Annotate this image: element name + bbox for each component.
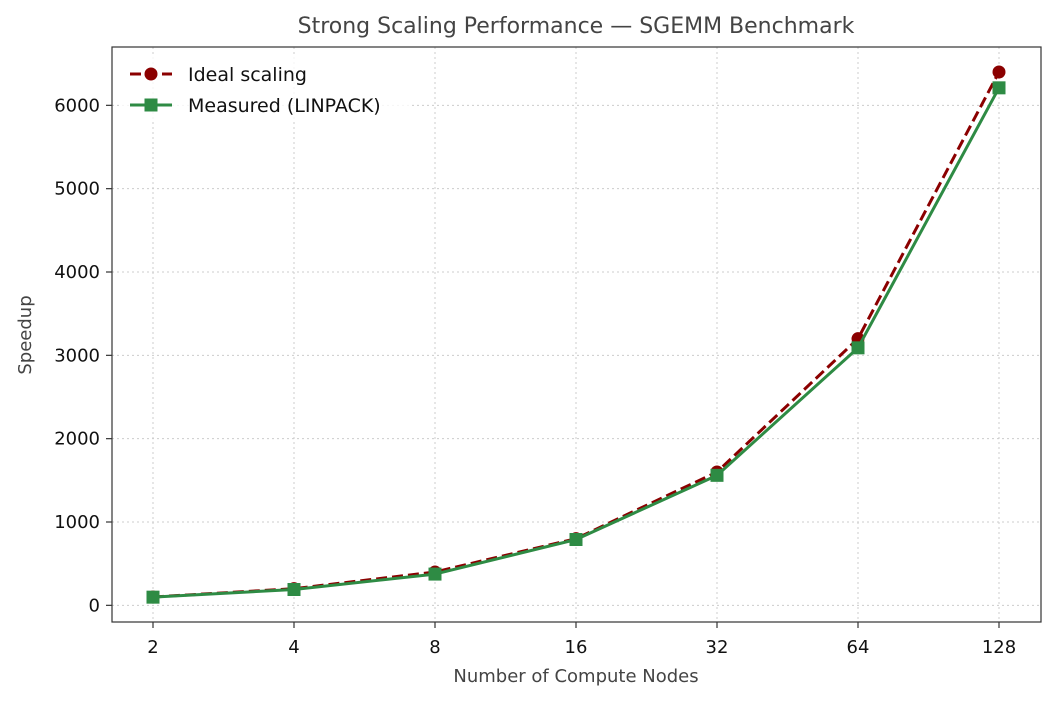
x-tick-label: 64 xyxy=(847,637,870,658)
grid-layer xyxy=(112,47,1041,622)
x-tick-label: 8 xyxy=(429,637,440,658)
x-tick-label: 32 xyxy=(706,637,729,658)
legend-entry: Measured (LINPACK) xyxy=(130,95,381,117)
ticks-layer: 2 4 8 16 32 64 128 0 1000 2000 3000 4000 5000 6000 xyxy=(54,95,1016,658)
y-axis-label: Speedup xyxy=(15,295,36,374)
legend-marker xyxy=(144,67,158,81)
y-tick-label: 3000 xyxy=(54,345,100,366)
series-layer xyxy=(146,65,1006,604)
legend-label: Ideal scaling xyxy=(188,64,307,86)
legend: Ideal scaling Measured (LINPACK) xyxy=(120,56,410,122)
y-tick-label: 4000 xyxy=(54,262,100,283)
data-point-marker xyxy=(287,583,301,596)
y-tick-label: 0 xyxy=(89,595,100,616)
y-tick-label: 5000 xyxy=(54,179,100,200)
legend-entry: Ideal scaling xyxy=(130,64,307,86)
x-tick-label: 128 xyxy=(982,637,1016,658)
data-point-marker xyxy=(146,590,160,604)
series-measured xyxy=(146,81,1006,604)
x-tick-label: 2 xyxy=(147,637,158,658)
data-point-marker xyxy=(710,468,724,482)
x-tick-label: 4 xyxy=(288,637,299,658)
chart-title: Strong Scaling Performance — SGEMM Bench… xyxy=(298,14,855,39)
y-tick-label: 6000 xyxy=(54,95,100,116)
data-point-marker xyxy=(569,533,583,546)
y-tick-label: 1000 xyxy=(54,512,100,533)
legend-marker xyxy=(144,98,158,112)
data-point-marker xyxy=(992,81,1006,95)
legend-label: Measured (LINPACK) xyxy=(188,95,381,117)
x-axis-label: Number of Compute Nodes xyxy=(453,666,698,687)
x-tick-label: 16 xyxy=(565,637,588,658)
legend-box xyxy=(120,56,410,122)
y-tick-label: 2000 xyxy=(54,429,100,450)
data-point-marker xyxy=(851,341,865,355)
data-point-marker xyxy=(992,65,1006,79)
data-point-marker xyxy=(428,567,442,581)
